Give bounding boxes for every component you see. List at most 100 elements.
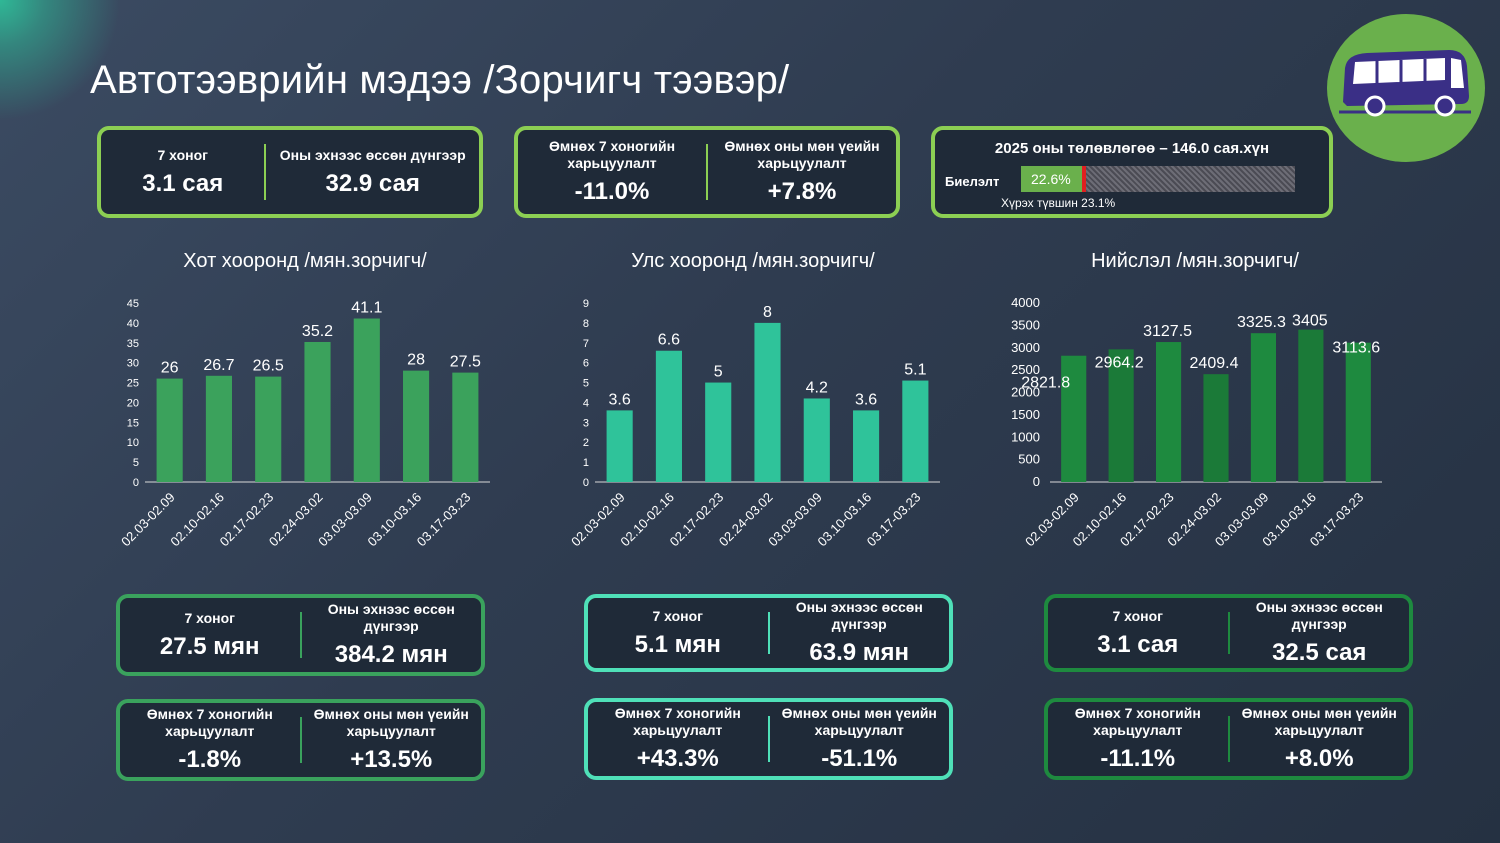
week-label: 7 хоног: [184, 609, 235, 626]
prev-week-label: Өмнөх 7 хоногийн харьцуулалт: [1074, 705, 1201, 738]
ytd-total: Оны эхнээс өссөн дүнгээр 32.9 сая: [266, 130, 479, 214]
prev-week-label: Өмнөх 7 хоногийн харьцуулалт: [614, 705, 741, 738]
chart-international: 01234567893.602.03-02.096.602.10-02.1650…: [568, 298, 940, 550]
week-label: 7 хоног: [652, 607, 703, 624]
bus-icon: [1339, 50, 1471, 117]
y-tick-label: 2: [583, 437, 589, 449]
week-value: 5.1 мян: [634, 630, 721, 658]
capital-week: 7 хоног 3.1 сая: [1048, 598, 1228, 668]
chart-capital: 050010001500200025003000350040002821.802…: [1011, 295, 1382, 549]
bar: [902, 380, 929, 482]
y-tick-label: 1: [583, 457, 589, 469]
bar: [1298, 329, 1324, 482]
plan-card: 2025 оны төлөвлөгөө – 146.0 сая.хүн Биел…: [931, 126, 1333, 218]
y-tick-label: 35: [127, 338, 139, 350]
intercity-week: 7 хоног 27.5 мян: [120, 598, 300, 672]
bar: [754, 322, 781, 482]
y-tick-label: 15: [127, 417, 139, 429]
data-label: 3.6: [855, 391, 877, 408]
y-tick-label: 0: [133, 477, 139, 489]
plan-progress-fill: [1021, 166, 1083, 192]
week-value: 27.5 мян: [159, 632, 260, 660]
chart-title-international: Улс хооронд /мян.зорчигч/: [631, 250, 875, 272]
capital-total-card: 7 хоног 3.1 сая Оны эхнээс өссөн дүнгээр…: [1044, 594, 1413, 672]
bar: [1250, 333, 1276, 482]
y-tick-label: 3: [583, 417, 589, 429]
bar: [1203, 374, 1229, 482]
bar: [1108, 349, 1134, 482]
divider: [767, 612, 770, 654]
ytd-label: Оны эхнээс өссөн дүнгээр: [1255, 599, 1383, 632]
data-label: 3405: [1292, 313, 1328, 330]
chart-intercity: 0510152025303540452602.03-02.0926.702.10…: [118, 298, 490, 550]
bar: [205, 375, 232, 482]
international-comparison-card: Өмнөх 7 хоногийн харьцуулалт +43.3% Өмнө…: [584, 698, 953, 780]
international-prev-week: Өмнөх 7 хоногийн харьцуулалт +43.3%: [588, 702, 768, 776]
bar: [655, 350, 682, 482]
y-tick-label: 4: [583, 397, 589, 409]
bar: [1061, 355, 1087, 482]
divider: [1227, 716, 1230, 762]
bar: [803, 398, 830, 482]
prev-year-label: Өмнөх оны мөн үеийн харьцуулалт: [313, 706, 469, 739]
data-label: 2409.4: [1190, 355, 1239, 372]
data-label: 6.6: [658, 332, 680, 349]
y-tick-label: 2000: [1011, 385, 1040, 400]
intercity-total-card: 7 хоног 27.5 мян Оны эхнээс өссөн дүнгээ…: [116, 594, 485, 676]
prev-year-comparison: Өмнөх оны мөн үеийн харьцуулалт +7.8%: [708, 130, 896, 214]
bar: [1345, 342, 1371, 482]
page-title: Автотээврийн мэдээ /Зорчигч тээвэр/: [90, 58, 790, 102]
y-tick-label: 1500: [1011, 407, 1040, 422]
prev-week-value: -11.0%: [574, 178, 650, 205]
ytd-label: Оны эхнээс өссөн дүнгээр: [327, 601, 455, 634]
divider: [706, 144, 708, 200]
chart-title-capital: Нийслэл /мян.зорчигч/: [1091, 250, 1299, 272]
ytd-value: 63.9 мян: [809, 639, 910, 666]
data-label: 41.1: [351, 300, 382, 317]
week-value: 3.1 сая: [142, 169, 224, 197]
international-prev-year: Өмнөх оны мөн үеийн харьцуулалт -51.1%: [770, 702, 950, 776]
data-label: 27.5: [450, 354, 481, 371]
divider: [299, 612, 302, 658]
x-tick-label: 03.17-03.23: [414, 490, 474, 550]
comparison-summary-card: Өмнөх 7 хоногийн харьцуулалт -11.0% Өмнө…: [514, 126, 900, 218]
plan-progress-bar: 22.6%: [1021, 166, 1295, 192]
ytd-label: Оны эхнээс өссөн дүнгээр: [279, 146, 466, 163]
y-tick-label: 6: [583, 358, 589, 370]
bar: [1156, 342, 1182, 482]
data-label: 4.2: [806, 379, 828, 396]
plan-title: 2025 оны төлөвлөгөө – 146.0 сая.хүн: [994, 140, 1270, 157]
y-tick-label: 45: [127, 298, 139, 310]
prev-year-value: +8.0%: [1284, 745, 1354, 772]
international-week: 7 хоног 5.1 мян: [588, 598, 768, 668]
prev-year-value: +13.5%: [350, 746, 433, 773]
data-label: 28: [407, 352, 425, 369]
divider: [264, 144, 267, 200]
ytd-value: 32.5 сая: [1272, 639, 1367, 666]
plan-progress-text: 22.6%: [1031, 171, 1071, 187]
data-label: 35.2: [302, 323, 333, 340]
data-label: 26.7: [203, 357, 234, 374]
y-tick-label: 2500: [1011, 362, 1040, 377]
y-tick-label: 0: [583, 477, 589, 489]
week-label: 7 хоног: [1112, 607, 1163, 624]
bar: [606, 410, 633, 482]
prev-week-value: -11.1%: [1100, 745, 1176, 772]
prev-week-value: -1.8%: [178, 746, 242, 773]
y-tick-label: 8: [583, 318, 589, 330]
y-tick-label: 5: [583, 378, 589, 390]
data-label: 26.5: [253, 358, 284, 375]
capital-prev-week: Өмнөх 7 хоногийн харьцуулалт -11.1%: [1048, 702, 1228, 776]
prev-year-label: Өмнөх оны мөн үеийн харьцуулалт: [1241, 705, 1397, 738]
data-label: 26: [161, 360, 179, 377]
prev-week-label: Өмнөх 7 хоногийн харьцуулалт: [146, 706, 273, 739]
international-total-card: 7 хоног 5.1 мян Оны эхнээс өссөн дүнгээр…: [584, 594, 953, 672]
prev-year-label: Өмнөх оны мөн үеийн харьцуулалт: [724, 138, 880, 171]
week-total: 7 хоног 3.1 сая: [101, 130, 264, 214]
y-tick-label: 5: [133, 457, 139, 469]
x-tick-label: 03.17-03.23: [864, 490, 924, 550]
y-tick-label: 10: [127, 437, 139, 449]
capital-ytd: Оны эхнээс өссөн дүнгээр 32.5 сая: [1230, 598, 1410, 668]
data-label: 3325.3: [1237, 314, 1286, 331]
week-label: 7 хоног: [157, 146, 208, 163]
